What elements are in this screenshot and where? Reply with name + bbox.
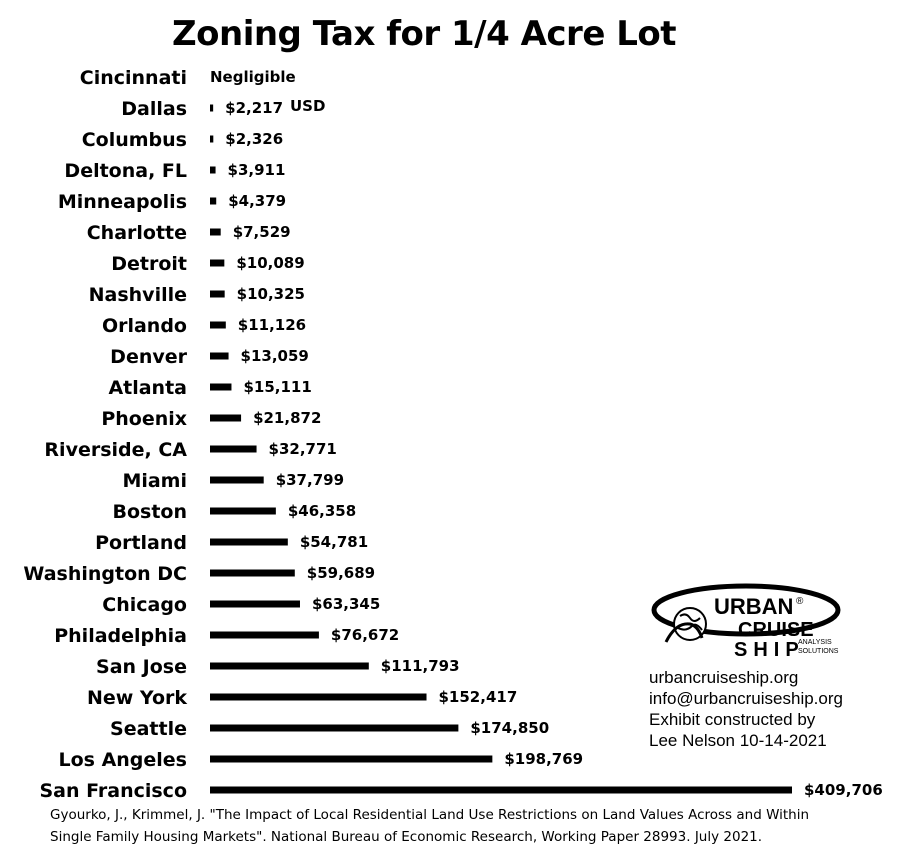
category-label: San Jose [96, 656, 187, 678]
bar [210, 662, 369, 670]
bar-chart: Cincinnati Dallas Columbus Deltona, FL Minne… [23, 67, 883, 800]
data-label: $37,799 [276, 471, 344, 489]
credits-author-date: Lee Nelson 10-14-2021 [649, 731, 827, 750]
category-label: Phoenix [101, 408, 187, 430]
category-label: Cincinnati [80, 67, 187, 89]
chart-title: Zoning Tax for 1/4 Acre Lot [171, 14, 677, 54]
citation-line2: Single Family Housing Markets". National… [50, 829, 763, 845]
credits-constructed-by: Exhibit constructed by [649, 710, 816, 729]
bar [210, 352, 229, 360]
urban-cruise-ship-logo: URBAN CRUISE SHIP ® ANALYSIS SOLUTIONS [651, 583, 841, 661]
data-label: $13,059 [241, 347, 309, 365]
data-label: $174,850 [470, 719, 549, 737]
bar [210, 445, 257, 453]
category-label: Washington DC [23, 563, 187, 585]
bar [210, 290, 225, 298]
category-label: Boston [112, 501, 187, 523]
category-label: Philadelphia [54, 625, 187, 647]
category-label: New York [87, 687, 187, 709]
category-label: Dallas [121, 98, 187, 120]
data-label: $10,089 [236, 254, 304, 272]
bar [210, 600, 300, 608]
bar [210, 104, 214, 112]
bar [210, 197, 217, 205]
data-label: $76,672 [331, 626, 399, 644]
category-label: Columbus [82, 129, 187, 151]
data-label: $7,529 [233, 223, 291, 241]
category-label: Charlotte [87, 222, 187, 244]
category-label: Detroit [111, 253, 187, 275]
bar [210, 383, 232, 391]
category-label: Portland [95, 532, 187, 554]
unit-label: USD [290, 97, 326, 115]
logo-line3: SHIP [734, 639, 805, 661]
category-label: Atlanta [108, 377, 187, 399]
data-label: $21,872 [253, 409, 321, 427]
data-label: $4,379 [228, 192, 286, 210]
bar [210, 259, 225, 267]
category-label: Chicago [102, 594, 187, 616]
bar [210, 135, 214, 143]
credits-website[interactable]: urbancruiseship.org [649, 668, 799, 687]
data-label: $2,326 [225, 130, 283, 148]
bar [210, 755, 493, 763]
category-label: Nashville [89, 284, 187, 306]
logo-tag2: SOLUTIONS [798, 648, 839, 655]
bar [210, 538, 288, 546]
data-label: $198,769 [504, 750, 583, 768]
bar [210, 693, 427, 701]
data-label: $152,417 [439, 688, 518, 706]
logo-line1: URBAN [714, 594, 793, 619]
data-label: $111,793 [381, 657, 460, 675]
category-label: Seattle [110, 718, 187, 740]
credits-email[interactable]: info@urbancruiseship.org [649, 689, 843, 708]
category-label: San Francisco [39, 780, 187, 800]
data-label: Negligible [210, 68, 296, 86]
data-label: $3,911 [228, 161, 286, 179]
data-label: $409,706 [804, 781, 883, 799]
data-label: $63,345 [312, 595, 380, 613]
data-label: $54,781 [300, 533, 368, 551]
data-label: $11,126 [238, 316, 306, 334]
category-label: Minneapolis [58, 191, 187, 213]
citation-line1: Gyourko, J., Krimmel, J. "The Impact of … [50, 807, 810, 823]
value-labels: Negligible $2,217 $2,326 $3,911 $4,379 $7,529… [210, 68, 883, 799]
data-label: $2,217 [225, 99, 283, 117]
data-label: $10,325 [237, 285, 305, 303]
bar [210, 786, 792, 794]
logo-line2: CRUISE [738, 619, 814, 641]
citation: Gyourko, J., Krimmel, J. "The Impact of … [50, 804, 900, 848]
bar [210, 166, 216, 174]
bar [210, 476, 264, 484]
bar [210, 507, 276, 515]
category-label: Deltona, FL [64, 160, 187, 182]
category-label: Orlando [102, 315, 187, 337]
credits-block: urbancruiseship.org info@urbancruiseship… [649, 667, 843, 751]
category-label: Los Angeles [58, 749, 187, 771]
logo-registered-mark: ® [796, 596, 804, 607]
bar [210, 321, 226, 329]
category-labels: Cincinnati Dallas Columbus Deltona, FL Minne… [23, 67, 187, 800]
data-label: $32,771 [269, 440, 337, 458]
bar [210, 414, 242, 422]
category-label: Denver [110, 346, 187, 368]
bar [210, 228, 221, 236]
data-label: $15,111 [243, 378, 311, 396]
category-label: Riverside, CA [44, 439, 187, 461]
logo-tag1: ANALYSIS [798, 639, 832, 646]
bars [210, 104, 792, 794]
bar [210, 631, 319, 639]
bar [210, 569, 295, 577]
data-label: $59,689 [307, 564, 375, 582]
data-label: $46,358 [288, 502, 356, 520]
bar [210, 724, 459, 732]
category-label: Miami [122, 470, 187, 492]
